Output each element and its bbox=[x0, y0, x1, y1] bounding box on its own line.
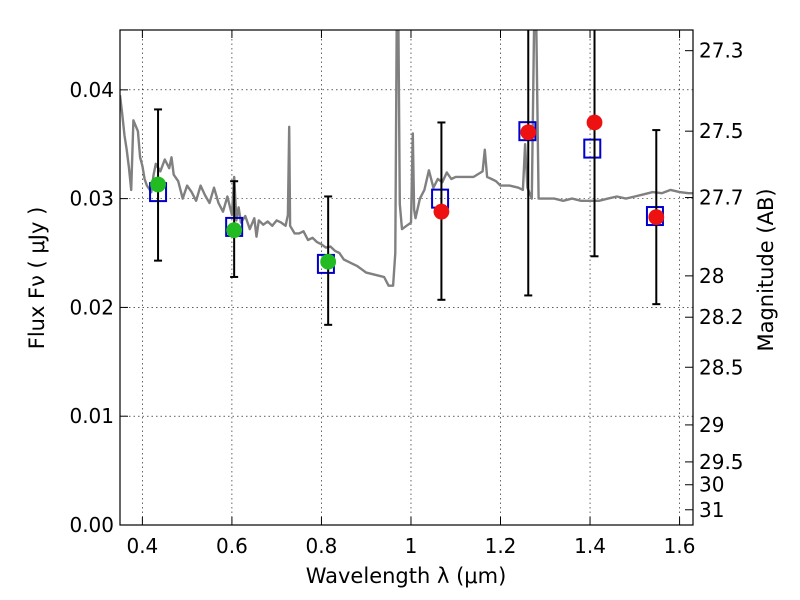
x-tick-label: 0.4 bbox=[126, 534, 158, 558]
model-square-marker bbox=[583, 138, 602, 159]
axis-ticks: 0.4 0.6 0.8 1 1.2 1.4 1.6 0.00 0.01 0.02 0.03 0.04 2… bbox=[69, 30, 744, 558]
right-tick-label: 29.5 bbox=[699, 450, 744, 474]
y-tick-label: 0.01 bbox=[69, 404, 114, 428]
x-tick-label: 0.6 bbox=[216, 534, 248, 558]
spectrum-line bbox=[120, 30, 693, 287]
x-tick-label: 0.8 bbox=[306, 534, 338, 558]
right-tick-label: 28 bbox=[699, 264, 724, 288]
y-tick-label: 0.04 bbox=[69, 78, 114, 102]
observed-flux-point bbox=[433, 203, 450, 220]
y-tick-label: 0.02 bbox=[69, 295, 114, 319]
y-tick-label: 0.00 bbox=[69, 513, 114, 537]
x-tick-label: 1 bbox=[405, 534, 418, 558]
right-tick-label: 27.5 bbox=[699, 119, 744, 143]
x-tick-label: 1.4 bbox=[574, 534, 606, 558]
right-tick-label: 27.3 bbox=[699, 39, 744, 63]
plot-frame bbox=[119, 29, 694, 526]
observed-flux-point bbox=[150, 176, 166, 193]
x-tick-label: 1.2 bbox=[485, 534, 517, 558]
observed-flux-point bbox=[320, 253, 337, 270]
observed-flux-point bbox=[586, 114, 603, 131]
observed-flux-point bbox=[520, 124, 537, 141]
observed-flux-point bbox=[226, 222, 243, 239]
x-tick-label: 1.6 bbox=[664, 534, 696, 558]
right-tick-label: 27.7 bbox=[699, 186, 744, 210]
y-tick-label: 0.03 bbox=[69, 187, 114, 211]
x-axis-label: Wavelength λ (μm) bbox=[306, 564, 507, 588]
right-tick-label: 28.2 bbox=[699, 305, 744, 329]
right-tick-label: 30 bbox=[699, 473, 724, 497]
grid-lines bbox=[120, 30, 693, 525]
error-bars bbox=[149, 30, 665, 326]
y-axis-label: Flux Fν ( μJy ) bbox=[25, 207, 49, 350]
plot-data bbox=[120, 30, 693, 287]
right-tick-label: 31 bbox=[699, 498, 724, 522]
right-tick-label: 29 bbox=[699, 413, 724, 437]
observed-flux-point bbox=[648, 209, 665, 226]
right-axis-label: Magnitude (AB) bbox=[754, 188, 778, 351]
right-tick-label: 28.5 bbox=[699, 355, 744, 379]
